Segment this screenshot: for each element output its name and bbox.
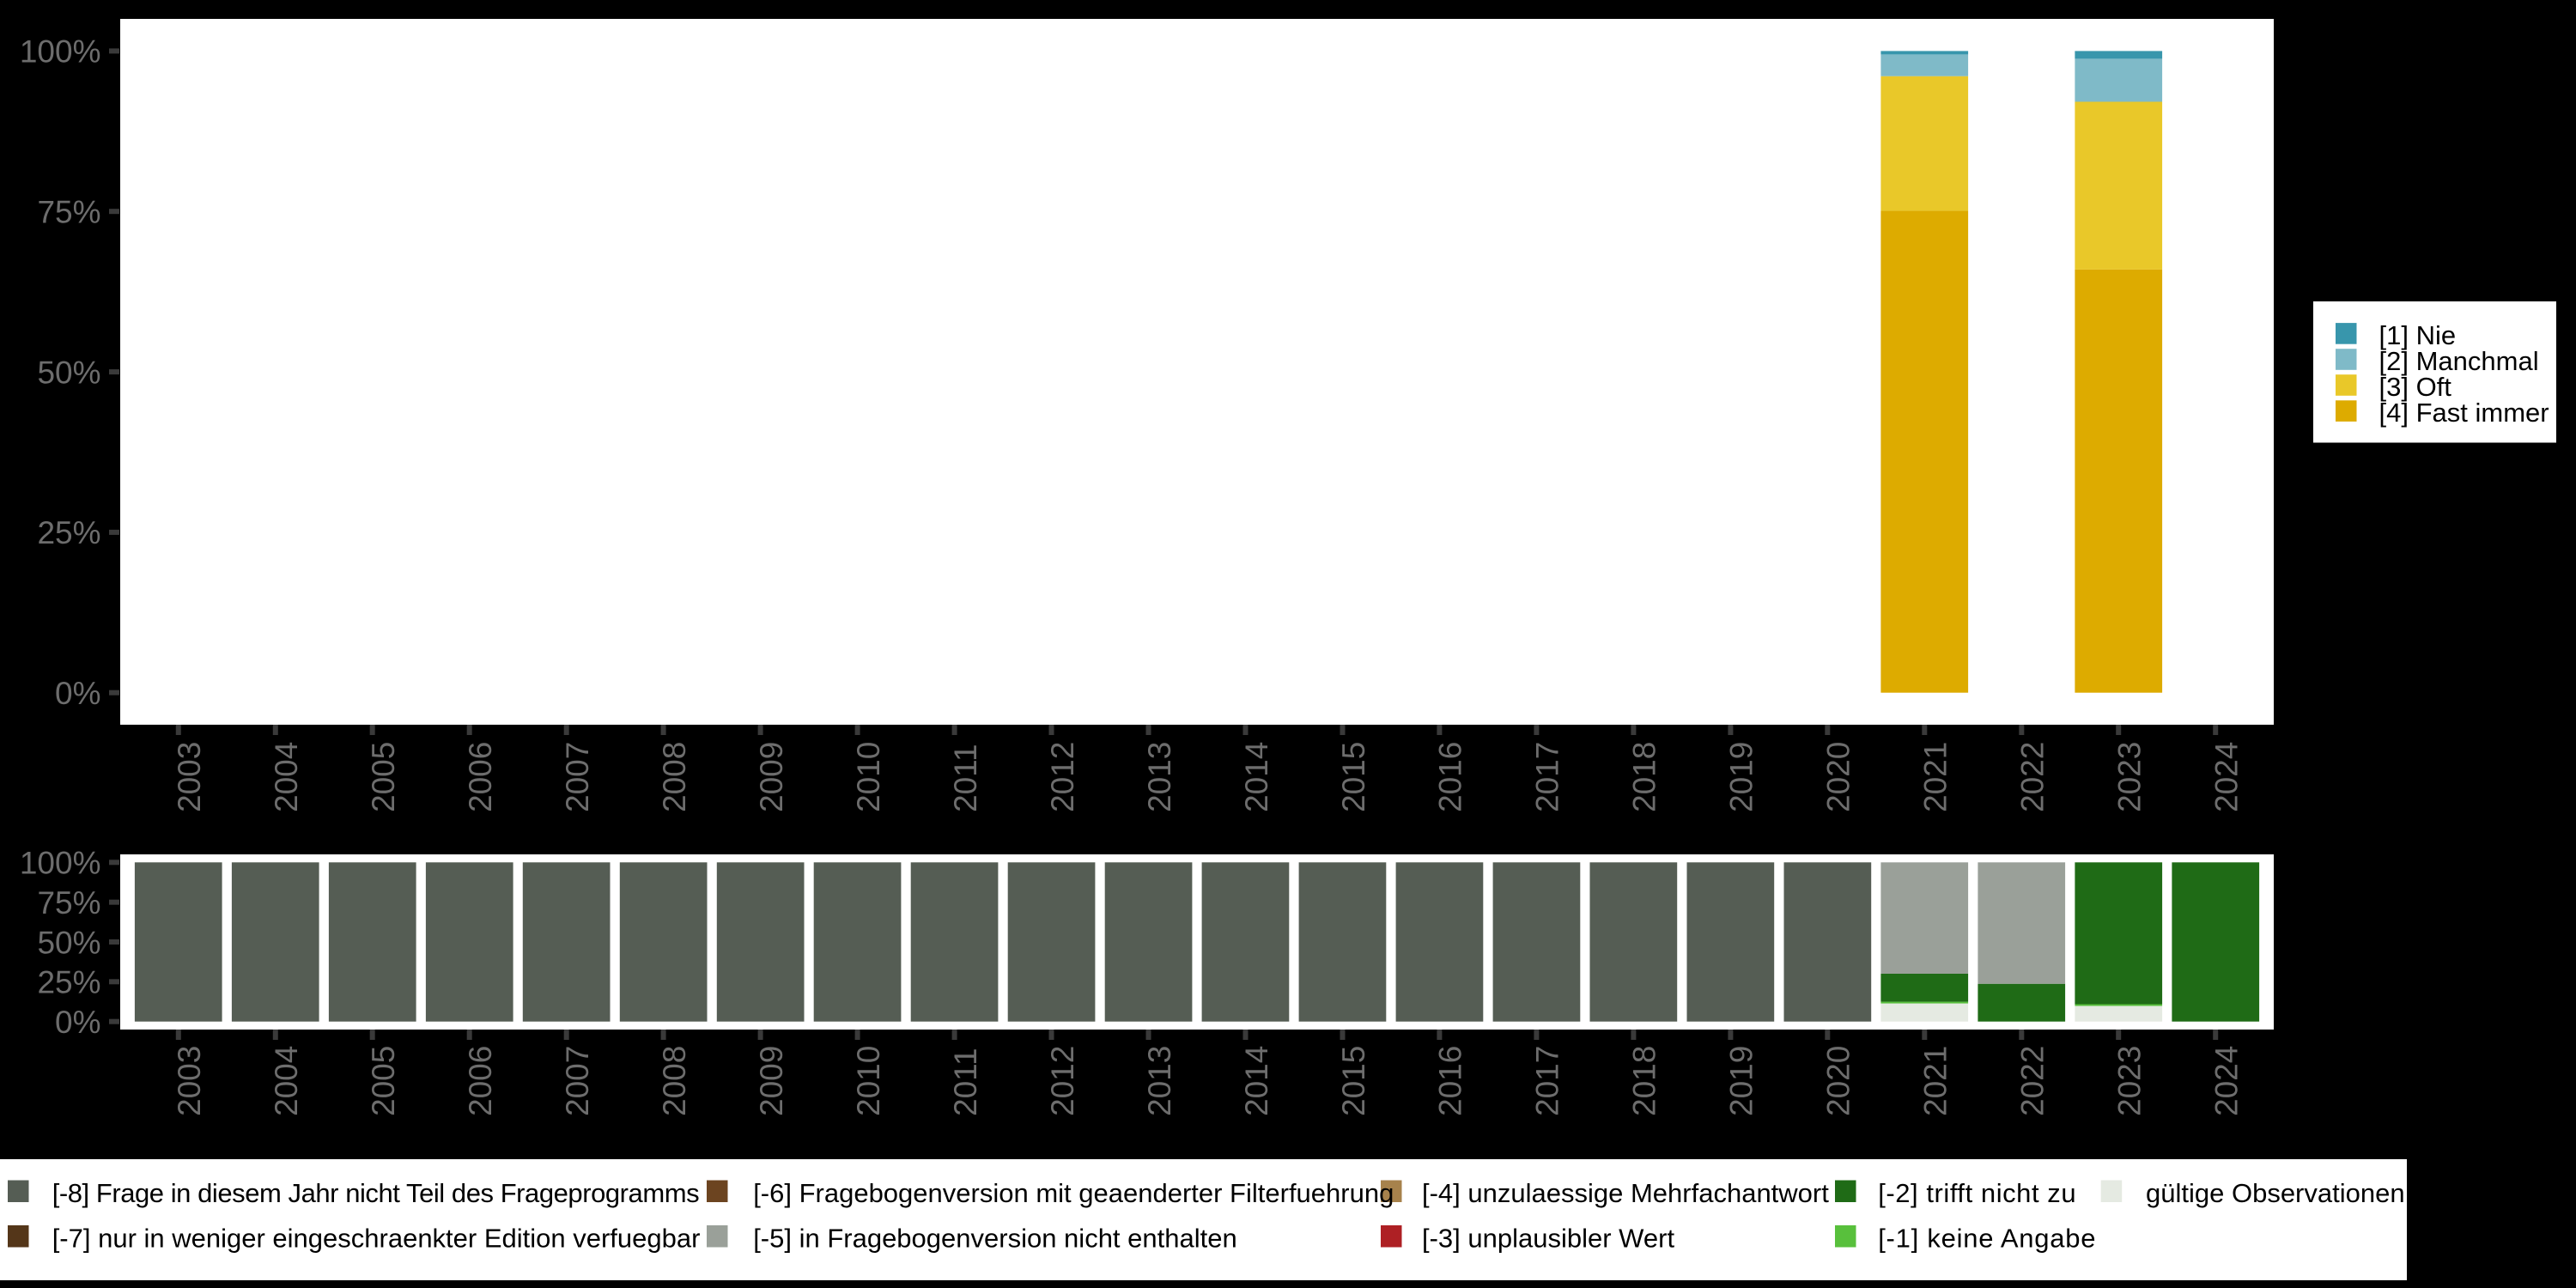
svg-text:2022: 2022 bbox=[2015, 742, 2050, 812]
svg-text:2010: 2010 bbox=[851, 742, 886, 812]
svg-text:2007: 2007 bbox=[560, 1046, 595, 1116]
svg-text:2012: 2012 bbox=[1045, 742, 1080, 812]
svg-text:2023: 2023 bbox=[2112, 742, 2148, 812]
svg-text:2009: 2009 bbox=[754, 1046, 789, 1116]
svg-text:2013: 2013 bbox=[1142, 1046, 1177, 1116]
svg-text:2017: 2017 bbox=[1530, 742, 1565, 812]
svg-text:2018: 2018 bbox=[1627, 742, 1662, 812]
svg-text:[-3] unplausibler Wert: [-3] unplausibler Wert bbox=[1422, 1224, 1674, 1254]
svg-text:2019: 2019 bbox=[1724, 742, 1759, 812]
svg-text:2009: 2009 bbox=[754, 742, 789, 812]
svg-text:100%: 100% bbox=[20, 846, 101, 881]
svg-text:75%: 75% bbox=[37, 195, 100, 230]
svg-text:2008: 2008 bbox=[657, 742, 692, 812]
svg-text:2011: 2011 bbox=[948, 744, 983, 812]
svg-text:2003: 2003 bbox=[172, 742, 207, 812]
svg-text:[-8] Frage in diesem Jahr nich: [-8] Frage in diesem Jahr nicht Teil des… bbox=[52, 1178, 699, 1208]
svg-text:2016: 2016 bbox=[1433, 1046, 1468, 1116]
svg-text:2005: 2005 bbox=[366, 742, 401, 812]
svg-text:2005: 2005 bbox=[366, 1046, 401, 1116]
svg-text:2006: 2006 bbox=[463, 742, 498, 812]
svg-text:[4] Fast immer: [4] Fast immer bbox=[2379, 398, 2549, 428]
svg-text:25%: 25% bbox=[37, 965, 100, 1000]
svg-text:2015: 2015 bbox=[1336, 1046, 1371, 1116]
svg-text:[-5] in Fragebogenversion nich: [-5] in Fragebogenversion nicht enthalte… bbox=[753, 1224, 1237, 1254]
svg-text:2021: 2021 bbox=[1918, 1046, 1953, 1116]
svg-text:75%: 75% bbox=[37, 885, 100, 920]
svg-text:[-6] Fragebogenversion mit gea: [-6] Fragebogenversion mit geaenderter F… bbox=[753, 1178, 1394, 1208]
svg-text:2024: 2024 bbox=[2209, 1046, 2245, 1116]
svg-text:2014: 2014 bbox=[1239, 742, 1274, 812]
svg-text:25%: 25% bbox=[37, 515, 100, 550]
svg-text:2006: 2006 bbox=[463, 1046, 498, 1116]
svg-text:2004: 2004 bbox=[269, 742, 304, 812]
svg-text:2004: 2004 bbox=[269, 1046, 304, 1116]
svg-text:2008: 2008 bbox=[657, 1046, 692, 1116]
svg-text:2014: 2014 bbox=[1239, 1046, 1274, 1116]
svg-text:0%: 0% bbox=[55, 676, 100, 711]
svg-text:gültige Observationen: gültige Observationen bbox=[2146, 1178, 2405, 1208]
svg-text:[1] Nie: [1] Nie bbox=[2379, 320, 2457, 350]
svg-text:0%: 0% bbox=[55, 1005, 100, 1040]
svg-text:[2] Manchmal: [2] Manchmal bbox=[2379, 346, 2539, 376]
svg-text:2010: 2010 bbox=[851, 1046, 886, 1116]
svg-text:2007: 2007 bbox=[560, 742, 595, 812]
svg-text:2019: 2019 bbox=[1724, 1046, 1759, 1116]
svg-text:50%: 50% bbox=[37, 925, 100, 960]
svg-text:2021: 2021 bbox=[1918, 742, 1953, 812]
svg-text:[-2] trifft nicht zu: [-2] trifft nicht zu bbox=[1878, 1178, 2076, 1208]
svg-text:2013: 2013 bbox=[1142, 742, 1177, 812]
svg-text:[-7] nur in weniger eingeschra: [-7] nur in weniger eingeschraenkter Edi… bbox=[52, 1224, 701, 1254]
svg-text:2020: 2020 bbox=[1821, 1046, 1856, 1116]
svg-text:2012: 2012 bbox=[1045, 1046, 1080, 1116]
svg-text:2018: 2018 bbox=[1627, 1046, 1662, 1116]
svg-text:2024: 2024 bbox=[2209, 742, 2245, 812]
svg-text:2015: 2015 bbox=[1336, 742, 1371, 812]
svg-text:2020: 2020 bbox=[1821, 742, 1856, 812]
svg-text:[3] Oft: [3] Oft bbox=[2379, 372, 2452, 402]
svg-text:100%: 100% bbox=[20, 34, 101, 70]
svg-text:2011: 2011 bbox=[948, 1048, 983, 1116]
svg-text:2022: 2022 bbox=[2015, 1046, 2050, 1116]
svg-text:2023: 2023 bbox=[2112, 1046, 2148, 1116]
svg-text:[-4] unzulaessige Mehrfachantw: [-4] unzulaessige Mehrfachantwort bbox=[1422, 1178, 1829, 1208]
svg-text:2003: 2003 bbox=[172, 1046, 207, 1116]
svg-text:2017: 2017 bbox=[1530, 1046, 1565, 1116]
svg-text:2016: 2016 bbox=[1433, 742, 1468, 812]
svg-text:50%: 50% bbox=[37, 355, 100, 390]
svg-text:[-1] keine Angabe: [-1] keine Angabe bbox=[1878, 1224, 2096, 1254]
